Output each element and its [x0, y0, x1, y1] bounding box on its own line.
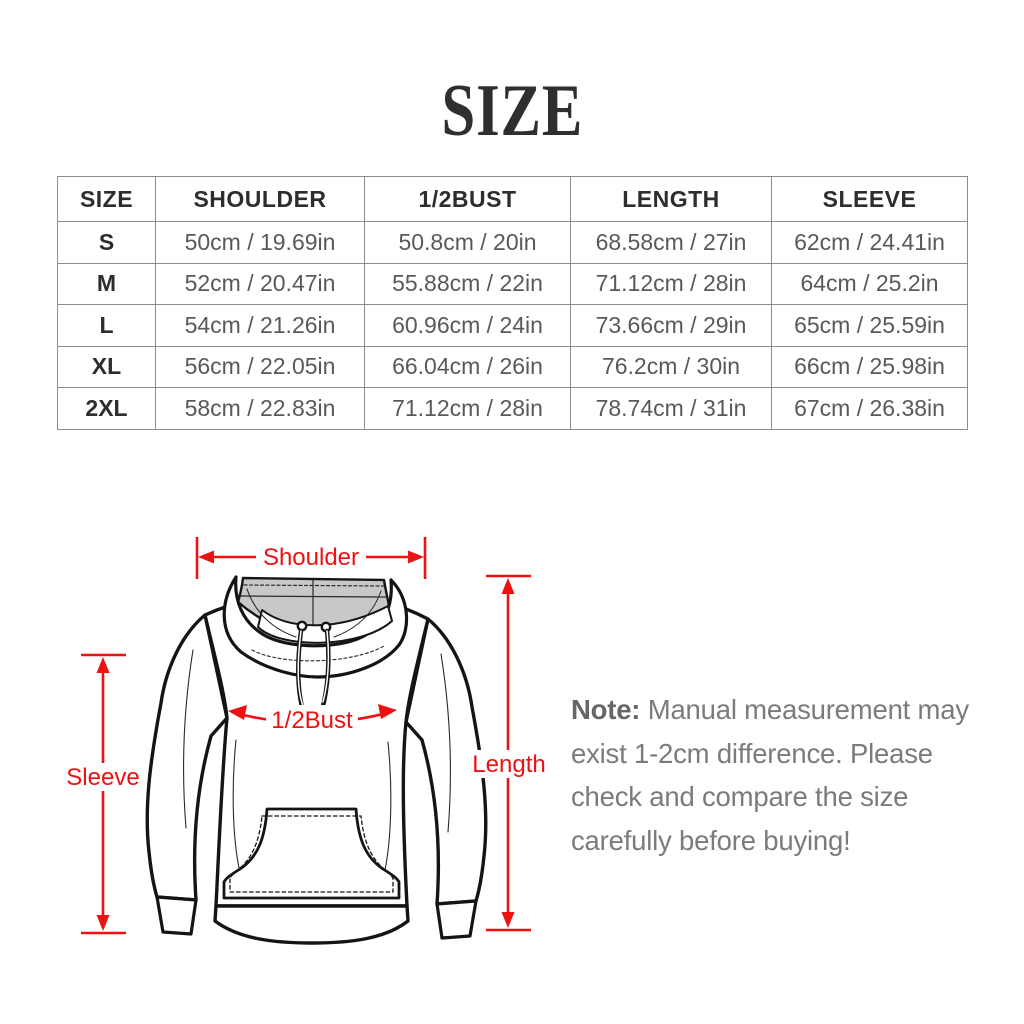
length-value: 73.66cm / 29in — [570, 304, 772, 347]
header-size: SIZE — [57, 176, 156, 222]
note-line-2: exist 1-2cm difference. Please — [571, 737, 933, 769]
hoodie-measurement-diagram: Shoulder 1/2Bust Length S — [66, 537, 546, 945]
shoulder-value: 54cm / 21.26in — [155, 304, 365, 347]
sleeve-label: Sleeve — [66, 764, 139, 791]
bust-value: 50.8cm / 20in — [364, 221, 571, 264]
right-cuff — [435, 899, 478, 940]
table-header-row: SIZE SHOULDER 1/2BUST LENGTH SLEEVE — [57, 176, 968, 222]
left-cuff — [155, 895, 198, 936]
shoulder-arrow: Shoulder — [195, 537, 427, 579]
size-value: M — [57, 262, 156, 305]
bust-arrow: 1/2Bust — [228, 704, 397, 734]
length-value: 78.74cm / 31in — [570, 387, 772, 430]
size-value: L — [57, 304, 156, 347]
table-row: 2XL 58cm / 22.83in 71.12cm / 28in 78.74c… — [57, 387, 968, 430]
bust-value: 60.96cm / 24in — [364, 304, 571, 347]
size-table: SIZE SHOULDER 1/2BUST LENGTH SLEEVE S 50… — [57, 176, 968, 430]
note-text: Note: Manual measurement may exist 1-2cm… — [571, 688, 1001, 862]
pocket-stitching — [229, 815, 394, 893]
length-value: 68.58cm / 27in — [570, 221, 772, 264]
sleeve-value: 65cm / 25.59in — [771, 304, 968, 347]
bust-value: 66.04cm / 26in — [364, 345, 571, 388]
length-value: 71.12cm / 28in — [570, 262, 772, 305]
note-line-1: Manual measurement may — [647, 694, 969, 725]
kangaroo-pocket — [222, 807, 401, 900]
header-length: LENGTH — [570, 176, 772, 222]
note-prefix: Note: — [571, 694, 641, 725]
sleeve-value: 64cm / 25.2in — [771, 262, 968, 305]
hood-collar — [222, 575, 409, 679]
shoulder-value: 56cm / 22.05in — [155, 345, 365, 388]
table-row: L 54cm / 21.26in 60.96cm / 24in 73.66cm … — [57, 304, 968, 347]
sleeve-value: 62cm / 24.41in — [771, 221, 968, 264]
size-value: 2XL — [57, 387, 156, 430]
fabric-creases — [183, 649, 451, 871]
note-line-3: check and compare the size — [571, 781, 909, 812]
header-sleeve: SLEEVE — [771, 176, 968, 222]
length-arrow: Length — [472, 574, 546, 932]
table-row: M 52cm / 20.47in 55.88cm / 22in 71.12cm … — [57, 262, 968, 305]
page-title: SIZE — [441, 70, 583, 152]
left-eyelet — [296, 620, 308, 632]
shoulder-value: 58cm / 22.83in — [155, 387, 365, 430]
length-label: Length — [472, 751, 545, 778]
note-line-4: carefully before buying! — [571, 824, 851, 856]
table-row: XL 56cm / 22.05in 66.04cm / 26in 76.2cm … — [57, 345, 968, 388]
shoulder-label: Shoulder — [263, 544, 359, 571]
right-sleeve — [404, 617, 488, 906]
shoulder-value: 50cm / 19.69in — [155, 221, 365, 264]
shoulder-value: 52cm / 20.47in — [155, 262, 365, 305]
measurement-arrows: Shoulder 1/2Bust Length S — [66, 537, 546, 935]
hoodie-drawing — [145, 575, 488, 945]
length-value: 76.2cm / 30in — [570, 345, 772, 388]
bust-value: 71.12cm / 28in — [364, 387, 571, 430]
size-value: S — [57, 221, 156, 264]
table-row: S 50cm / 19.69in 50.8cm / 20in 68.58cm /… — [57, 221, 968, 264]
sleeve-arrow: Sleeve — [66, 653, 140, 935]
size-value: XL — [57, 345, 156, 388]
left-sleeve — [145, 613, 229, 902]
header-bust: 1/2BUST — [364, 176, 571, 222]
sleeve-value: 67cm / 26.38in — [771, 387, 968, 430]
bust-label: 1/2Bust — [271, 707, 353, 734]
hem-band — [213, 904, 410, 945]
header-shoulder: SHOULDER — [155, 176, 365, 222]
bust-value: 55.88cm / 22in — [364, 262, 571, 305]
sleeve-value: 66cm / 25.98in — [771, 345, 968, 388]
collar-folds — [246, 588, 385, 662]
